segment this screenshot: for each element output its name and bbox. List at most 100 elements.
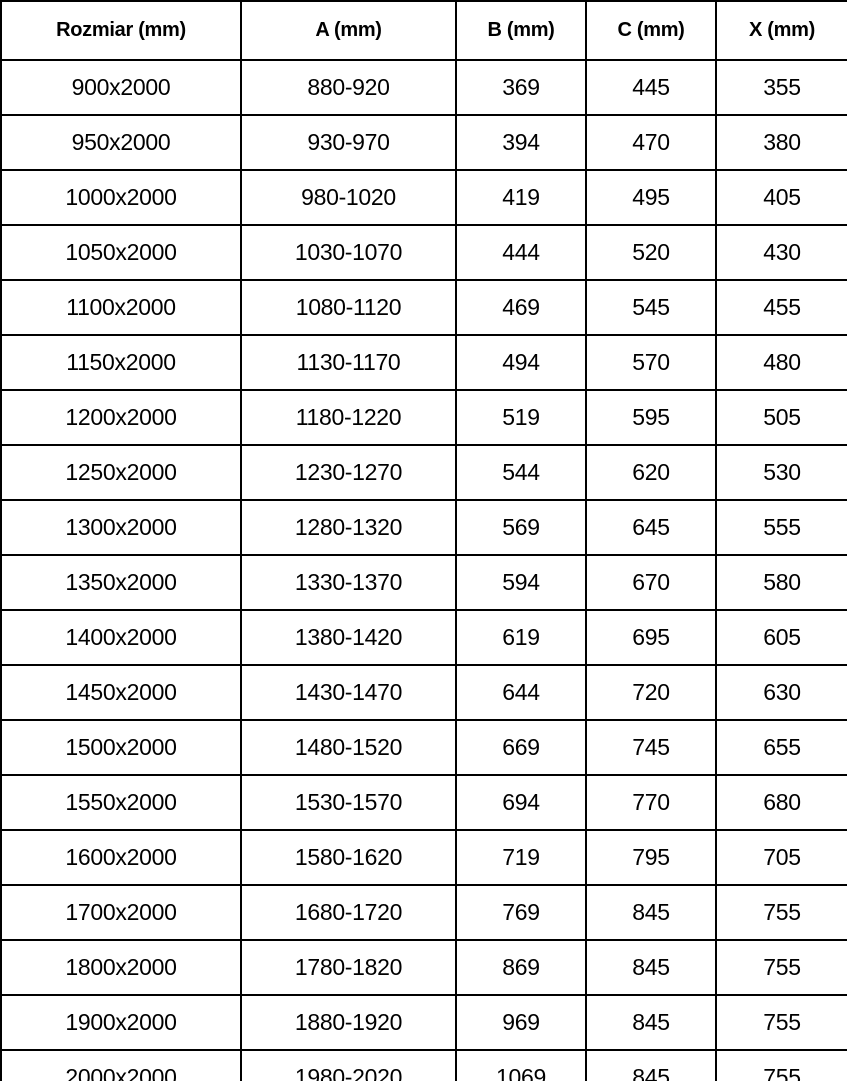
cell-rozmiar: 1050x2000 [0,224,242,281]
cell-c: 695 [585,609,717,666]
cell-a: 1330-1370 [240,554,457,611]
cell-x: 655 [715,719,847,776]
cell-c: 545 [585,279,717,336]
cell-c: 620 [585,444,717,501]
table-row: 1900x2000 1880-1920 969 845 755 [0,994,847,1051]
cell-a: 1780-1820 [240,939,457,996]
cell-x: 505 [715,389,847,446]
cell-rozmiar: 1400x2000 [0,609,242,666]
cell-x: 530 [715,444,847,501]
cell-b: 569 [455,499,587,556]
cell-x: 380 [715,114,847,171]
cell-b: 369 [455,59,587,116]
cell-c: 670 [585,554,717,611]
cell-b: 469 [455,279,587,336]
cell-a: 1130-1170 [240,334,457,391]
table-row: 1050x2000 1030-1070 444 520 430 [0,224,847,281]
cell-x: 755 [715,939,847,996]
cell-x: 430 [715,224,847,281]
table-row: 950x2000 930-970 394 470 380 [0,114,847,171]
cell-rozmiar: 2000x2000 [0,1049,242,1081]
cell-a: 980-1020 [240,169,457,226]
table-row: 2000x2000 1980-2020 1069 845 755 [0,1049,847,1081]
column-header-c: C (mm) [585,0,717,61]
cell-x: 755 [715,994,847,1051]
table-row: 1450x2000 1430-1470 644 720 630 [0,664,847,721]
cell-a: 1080-1120 [240,279,457,336]
cell-b: 719 [455,829,587,886]
table-header-row: Rozmiar (mm) A (mm) B (mm) C (mm) X (mm) [0,0,847,61]
cell-a: 1580-1620 [240,829,457,886]
cell-a: 1680-1720 [240,884,457,941]
cell-a: 1430-1470 [240,664,457,721]
cell-b: 519 [455,389,587,446]
cell-b: 669 [455,719,587,776]
cell-rozmiar: 950x2000 [0,114,242,171]
cell-rozmiar: 1150x2000 [0,334,242,391]
cell-rozmiar: 1350x2000 [0,554,242,611]
cell-a: 1180-1220 [240,389,457,446]
cell-b: 594 [455,554,587,611]
cell-c: 845 [585,884,717,941]
cell-rozmiar: 1250x2000 [0,444,242,501]
table-row: 900x2000 880-920 369 445 355 [0,59,847,116]
cell-b: 494 [455,334,587,391]
cell-rozmiar: 1800x2000 [0,939,242,996]
table-row: 1700x2000 1680-1720 769 845 755 [0,884,847,941]
cell-a: 1880-1920 [240,994,457,1051]
table-row: 1550x2000 1530-1570 694 770 680 [0,774,847,831]
cell-b: 769 [455,884,587,941]
cell-a: 880-920 [240,59,457,116]
cell-c: 845 [585,994,717,1051]
cell-b: 619 [455,609,587,666]
column-header-x: X (mm) [715,0,847,61]
cell-c: 445 [585,59,717,116]
cell-x: 705 [715,829,847,886]
cell-x: 755 [715,1049,847,1081]
cell-x: 755 [715,884,847,941]
table-row: 1200x2000 1180-1220 519 595 505 [0,389,847,446]
cell-a: 1230-1270 [240,444,457,501]
cell-c: 845 [585,939,717,996]
cell-c: 520 [585,224,717,281]
table-row: 1100x2000 1080-1120 469 545 455 [0,279,847,336]
cell-x: 580 [715,554,847,611]
cell-a: 1480-1520 [240,719,457,776]
cell-x: 405 [715,169,847,226]
table-row: 1600x2000 1580-1620 719 795 705 [0,829,847,886]
table-row: 1400x2000 1380-1420 619 695 605 [0,609,847,666]
cell-x: 455 [715,279,847,336]
cell-a: 1980-2020 [240,1049,457,1081]
cell-b: 969 [455,994,587,1051]
cell-b: 869 [455,939,587,996]
cell-c: 795 [585,829,717,886]
cell-b: 419 [455,169,587,226]
cell-a: 1030-1070 [240,224,457,281]
cell-x: 480 [715,334,847,391]
cell-a: 930-970 [240,114,457,171]
cell-a: 1280-1320 [240,499,457,556]
cell-x: 605 [715,609,847,666]
cell-b: 694 [455,774,587,831]
cell-c: 495 [585,169,717,226]
table-row: 1150x2000 1130-1170 494 570 480 [0,334,847,391]
cell-rozmiar: 1600x2000 [0,829,242,886]
cell-a: 1380-1420 [240,609,457,666]
table-row: 1500x2000 1480-1520 669 745 655 [0,719,847,776]
cell-c: 845 [585,1049,717,1081]
cell-c: 595 [585,389,717,446]
cell-c: 570 [585,334,717,391]
cell-c: 720 [585,664,717,721]
column-header-a: A (mm) [240,0,457,61]
cell-b: 544 [455,444,587,501]
cell-rozmiar: 900x2000 [0,59,242,116]
table-row: 1800x2000 1780-1820 869 845 755 [0,939,847,996]
cell-rozmiar: 1000x2000 [0,169,242,226]
cell-rozmiar: 1450x2000 [0,664,242,721]
table-row: 1300x2000 1280-1320 569 645 555 [0,499,847,556]
cell-c: 470 [585,114,717,171]
cell-rozmiar: 1100x2000 [0,279,242,336]
cell-c: 645 [585,499,717,556]
table-row: 1000x2000 980-1020 419 495 405 [0,169,847,226]
